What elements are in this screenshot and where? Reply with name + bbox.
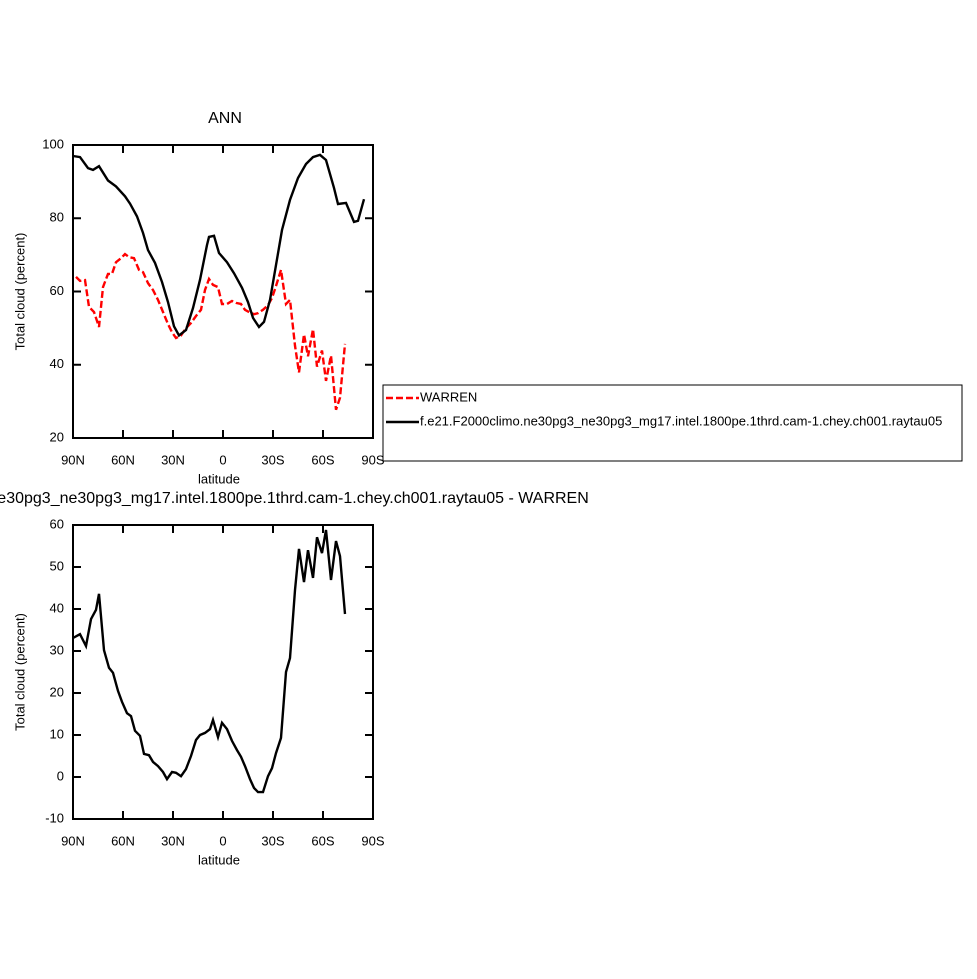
x-tick-label: 90S bbox=[361, 452, 384, 467]
data-line bbox=[72, 153, 366, 338]
x-tick-label: 60N bbox=[111, 452, 135, 467]
y-tick-label: 60 bbox=[50, 283, 64, 298]
data-line bbox=[75, 252, 347, 411]
legend-box bbox=[382, 384, 963, 462]
x-axis-label: latitude bbox=[198, 852, 240, 867]
x-tick-label: 0 bbox=[219, 452, 226, 467]
y-tick-label: -10 bbox=[45, 810, 64, 825]
y-tick-label: 40 bbox=[50, 600, 64, 615]
legend-label: f.e21.F2000climo.ne30pg3_ne30pg3_mg17.in… bbox=[420, 413, 942, 428]
y-tick-label: 50 bbox=[50, 558, 64, 573]
plot-frame bbox=[72, 144, 374, 439]
plot-frame bbox=[72, 524, 374, 820]
y-tick-label: 40 bbox=[50, 356, 64, 371]
x-tick-label: 90N bbox=[61, 452, 85, 467]
x-tick-label: 60N bbox=[111, 833, 135, 848]
y-axis-label: Total cloud (percent) bbox=[12, 233, 27, 351]
legend-label: WARREN bbox=[420, 389, 477, 404]
chart-title: ANN bbox=[208, 110, 242, 127]
y-axis-label: Total cloud (percent) bbox=[12, 613, 27, 731]
x-axis-label: latitude bbox=[198, 471, 240, 486]
y-tick-label: 60 bbox=[50, 516, 64, 531]
y-tick-label: 100 bbox=[42, 136, 64, 151]
x-tick-label: 30N bbox=[161, 452, 185, 467]
x-tick-label: 90S bbox=[361, 833, 384, 848]
y-tick-label: 0 bbox=[57, 768, 64, 783]
y-tick-label: 10 bbox=[50, 726, 64, 741]
y-tick-label: 80 bbox=[50, 210, 64, 225]
data-line bbox=[72, 529, 347, 794]
x-tick-label: 60S bbox=[311, 452, 334, 467]
y-tick-label: 30 bbox=[50, 642, 64, 657]
x-tick-label: 0 bbox=[219, 833, 226, 848]
x-tick-label: 30N bbox=[161, 833, 185, 848]
y-tick-label: 20 bbox=[50, 684, 64, 699]
x-tick-label: 30S bbox=[261, 833, 284, 848]
x-tick-label: 30S bbox=[261, 452, 284, 467]
x-tick-label: 60S bbox=[311, 833, 334, 848]
x-tick-label: 90N bbox=[61, 833, 85, 848]
y-tick-label: 20 bbox=[50, 429, 64, 444]
chart-title: f.e21.F2000climo.ne30pg3_ne30pg3_mg17.in… bbox=[0, 490, 589, 507]
